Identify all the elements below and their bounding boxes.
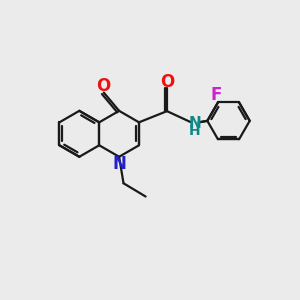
Text: N: N (113, 155, 127, 173)
Text: H: H (189, 124, 200, 138)
Text: O: O (160, 73, 174, 91)
Text: N: N (188, 116, 201, 131)
Text: F: F (211, 86, 222, 104)
Text: O: O (96, 77, 110, 95)
